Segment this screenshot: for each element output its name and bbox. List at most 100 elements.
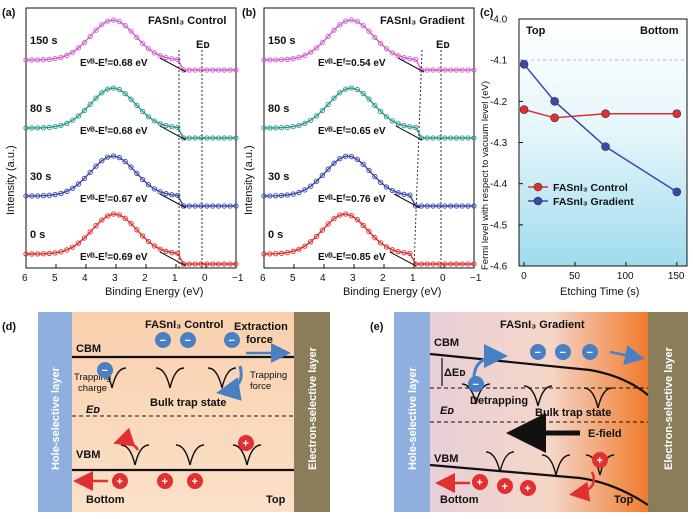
- spectrum-point: [372, 235, 378, 241]
- spectrum-point: [87, 169, 93, 175]
- spectrum-point: [215, 203, 222, 209]
- x-tick-label: 2: [142, 273, 148, 284]
- trap-well: [461, 383, 491, 405]
- panel-e-efield: E-field: [588, 428, 622, 440]
- y-tick-label: -4.2: [490, 97, 508, 108]
- spectrum-point: [58, 190, 64, 197]
- spectrum-point: [87, 101, 93, 107]
- spectrum-point: [331, 160, 337, 166]
- spectrum-point: [389, 118, 395, 124]
- spectrum-point: [215, 67, 222, 73]
- spectrum-point: [29, 251, 35, 257]
- spectrum-point: [122, 158, 128, 165]
- spectrum-point: [75, 45, 82, 51]
- spectrum-line: [263, 19, 474, 71]
- spectrum-point: [145, 182, 152, 188]
- hole: [520, 480, 536, 496]
- electron: [555, 344, 571, 360]
- vbm-fit-line: [395, 125, 423, 141]
- spectrum-point: [302, 52, 308, 58]
- panel-e-electron-layer: [648, 312, 688, 512]
- electron: [155, 332, 171, 348]
- charge-sign: −: [473, 379, 479, 391]
- spectrum-point: [360, 222, 366, 228]
- spectrum-line: [26, 213, 236, 265]
- spectrum-point: [296, 122, 302, 129]
- spectrum-point: [366, 28, 372, 34]
- charge-sign: +: [597, 455, 603, 467]
- spectrum-point: [424, 135, 430, 141]
- spectrum-point: [64, 188, 70, 194]
- spectrum-point: [87, 33, 93, 39]
- spectrum-point: [366, 228, 372, 235]
- spectrum-point: [430, 135, 436, 141]
- x-tick-label: 1: [172, 273, 178, 284]
- series-point: [519, 59, 529, 69]
- charge-sign: −: [102, 365, 108, 377]
- spectrum-point: [227, 135, 233, 141]
- spectrum-point: [354, 156, 360, 163]
- spectrum-point: [471, 261, 477, 267]
- panel-b-labels: 150 s Eᵛᴮ-Eᶠ=0.54 eV 80 s Eᵛᴮ-Eᶠ=0.65 eV 30 …: [268, 35, 386, 263]
- evb-label: Eᵛᴮ-Eᶠ=0.54 eV: [318, 58, 386, 69]
- spectrum-point: [81, 235, 87, 241]
- etch-time-label: 30 s: [30, 171, 51, 183]
- spectrum-point: [360, 90, 366, 97]
- panel-d-vbm: VBM: [76, 449, 100, 461]
- spectrum-point: [360, 22, 366, 29]
- spectrum-point: [331, 95, 337, 101]
- spectrum-point: [465, 261, 471, 267]
- panel-a-title: FASnI₃ Control: [148, 15, 226, 27]
- spectrum-point: [175, 124, 181, 131]
- panel-b-spectra: [261, 17, 477, 267]
- etch-time-label: 150 s: [30, 35, 58, 47]
- spectrum-point: [140, 108, 146, 115]
- spectrum-point: [407, 124, 413, 130]
- spectrum-point: [233, 135, 239, 141]
- spectrum-point: [267, 193, 273, 199]
- panel-d-left-layer: Hole-selective layer: [50, 367, 62, 470]
- spectrum-point: [157, 246, 163, 252]
- spectrum-point: [134, 227, 140, 233]
- panel-e-vbm: VBM: [434, 453, 458, 465]
- spectrum-point: [186, 261, 192, 267]
- spectrum-point: [105, 18, 111, 24]
- spectrum-point: [221, 67, 227, 73]
- vbm-fit-line: [389, 251, 417, 267]
- panel-d-hole-arrow: [113, 427, 140, 451]
- x-tick-label: 1: [410, 273, 416, 284]
- spectrum-point: [313, 233, 320, 240]
- trap-well: [583, 387, 613, 409]
- spectrum-point: [29, 193, 35, 199]
- spectrum-point: [99, 90, 105, 96]
- spectrum-point: [169, 124, 175, 130]
- spectrum-point: [29, 57, 35, 63]
- panel-e-title: FASnI₃ Gradient: [500, 319, 585, 331]
- etch-time-label: 80 s: [268, 103, 289, 115]
- spectrum-point: [413, 124, 419, 131]
- spectrum-point: [308, 117, 314, 123]
- spectrum-point: [383, 184, 390, 190]
- spectrum-point: [459, 135, 465, 141]
- spectrum-point: [233, 261, 239, 267]
- panel-a-x-ticks: 6 5 4 3 2 1 0 −1: [22, 264, 244, 284]
- panel-b-x-ticks: 6 5 4 3 2 1 0 −1: [260, 264, 482, 284]
- panel-c-ylabel: Fermi level with respect to vacuum level…: [480, 81, 491, 270]
- spectrum-point: [175, 56, 181, 63]
- hole: [157, 473, 173, 489]
- spectrum-point: [140, 40, 146, 47]
- spectrum-point: [58, 249, 64, 255]
- spectrum-point: [319, 39, 325, 46]
- panel-e-ef: Eᴅ: [440, 405, 454, 417]
- spectrum-point: [354, 217, 360, 223]
- spectrum-point: [163, 54, 169, 61]
- spectrum-point: [313, 178, 320, 184]
- spectrum-point: [325, 221, 331, 227]
- x-tick-label: 5: [290, 273, 296, 284]
- spectrum-point: [122, 90, 128, 97]
- spectrum-point: [70, 49, 76, 55]
- spectrum-point: [383, 46, 390, 52]
- spectrum-point: [52, 123, 58, 130]
- panel-b: (b) FASnI₃ Gradient Binding Energy (eV) …: [242, 7, 482, 298]
- spectrum-point: [348, 17, 355, 23]
